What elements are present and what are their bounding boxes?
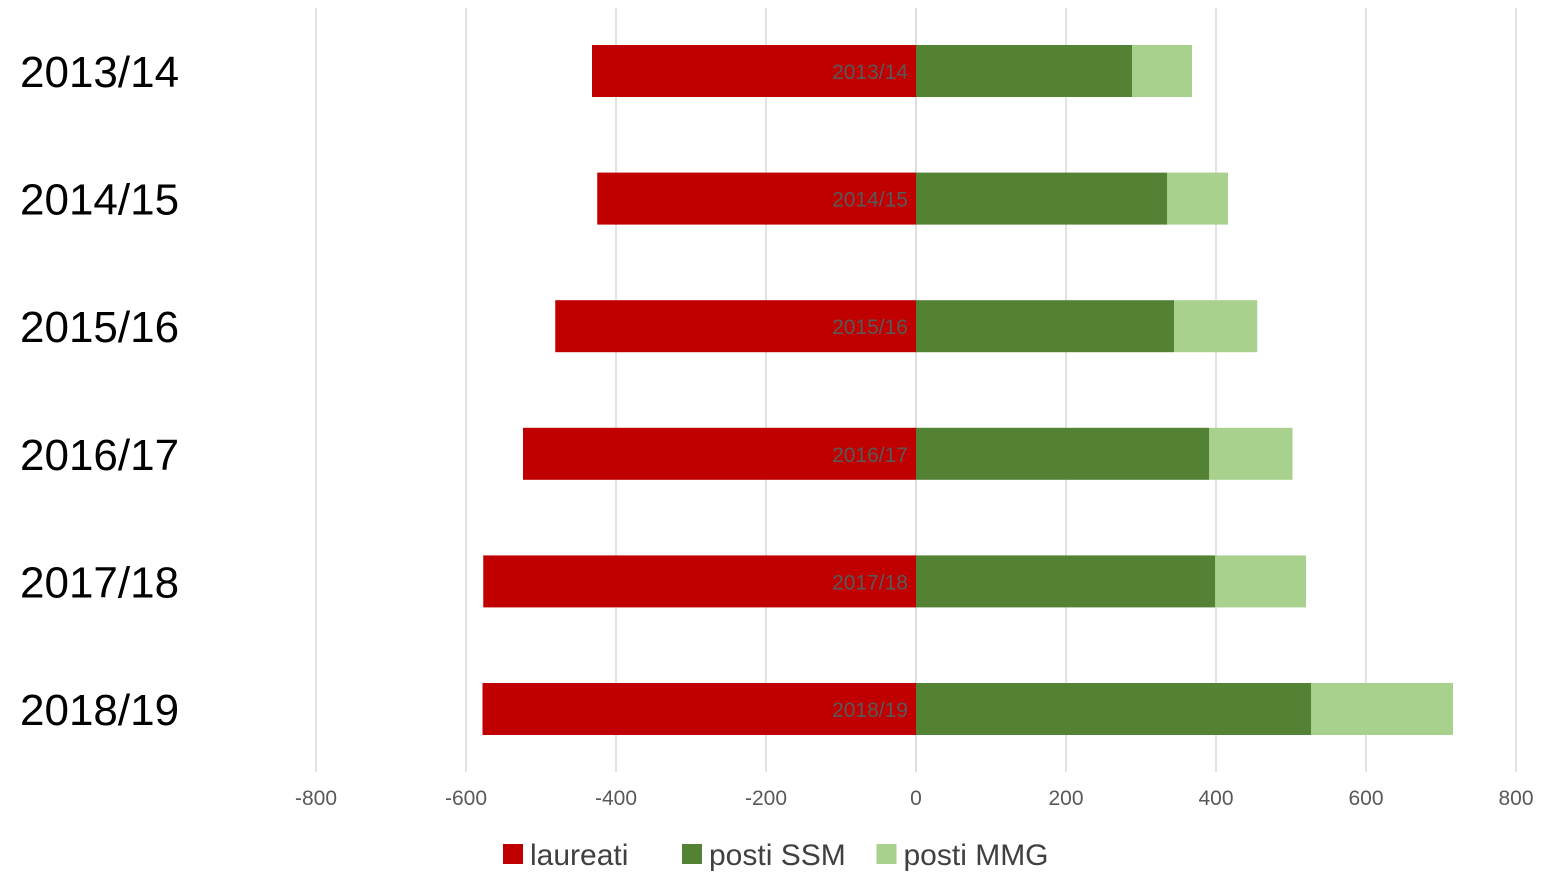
legend-swatch <box>682 844 702 864</box>
category-label: 2013/14 <box>20 48 179 97</box>
bar-posti-mmg <box>1167 172 1228 225</box>
legend-label: posti SSM <box>709 839 846 872</box>
category-label: 2016/17 <box>20 431 179 480</box>
bar-data-label: 2017/18 <box>832 571 908 594</box>
bar-posti-mmg <box>1209 427 1293 480</box>
legend-item-laureati: laureati <box>503 839 628 872</box>
bar-laureati <box>523 427 916 480</box>
bar-laureati <box>483 555 916 608</box>
x-tick-label: -800 <box>295 787 337 810</box>
x-tick-label: 800 <box>1498 787 1533 810</box>
legend-label: posti MMG <box>904 839 1049 872</box>
gridlines <box>315 8 1517 772</box>
x-tick-label: -400 <box>595 787 637 810</box>
bar-posti-mmg <box>1132 45 1192 97</box>
x-tick-label: 400 <box>1198 787 1233 810</box>
bar-posti-mmg <box>1174 300 1258 353</box>
bars <box>482 45 1453 735</box>
legend-swatch <box>503 844 523 864</box>
bar-laureati <box>555 300 916 353</box>
x-tick-label: -200 <box>745 787 787 810</box>
legend: laureati posti SSM posti MMG <box>503 839 1049 872</box>
bar-posti-ssm <box>916 427 1210 480</box>
x-tick-label: 0 <box>910 787 922 810</box>
bar-laureati <box>482 683 916 735</box>
bar-posti-ssm <box>916 172 1168 225</box>
category-label: 2017/18 <box>20 558 179 607</box>
bar-laureati <box>592 45 916 97</box>
legend-item-posti-ssm: posti SSM <box>682 839 846 872</box>
bar-posti-mmg <box>1215 555 1306 608</box>
bar-data-label: 2016/17 <box>832 444 908 467</box>
bar-data-label: 2018/19 <box>832 699 908 722</box>
legend-label: laureati <box>530 839 628 872</box>
bar-posti-ssm <box>916 555 1216 608</box>
legend-swatch <box>876 844 897 864</box>
x-tick-label: 200 <box>1048 787 1083 810</box>
bar-laureati <box>597 172 916 225</box>
bar-data-label: 2014/15 <box>832 189 908 212</box>
labels: -800 -600 -400 -200 0 200 400 600 800 2013/14 2013… <box>20 48 1534 810</box>
category-label: 2014/15 <box>20 176 179 225</box>
bar-data-label: 2015/16 <box>832 316 908 339</box>
bar-posti-ssm <box>916 683 1312 735</box>
bar-posti-mmg <box>1311 683 1453 735</box>
category-label: 2015/16 <box>20 303 179 352</box>
x-tick-label: -600 <box>445 787 487 810</box>
x-tick-label: 600 <box>1348 787 1383 810</box>
bar-data-label: 2013/14 <box>832 61 908 84</box>
category-label: 2018/19 <box>20 686 179 735</box>
bar-posti-ssm <box>916 45 1132 97</box>
legend-item-posti-mmg: posti MMG <box>876 839 1049 872</box>
bar-posti-ssm <box>916 300 1174 353</box>
